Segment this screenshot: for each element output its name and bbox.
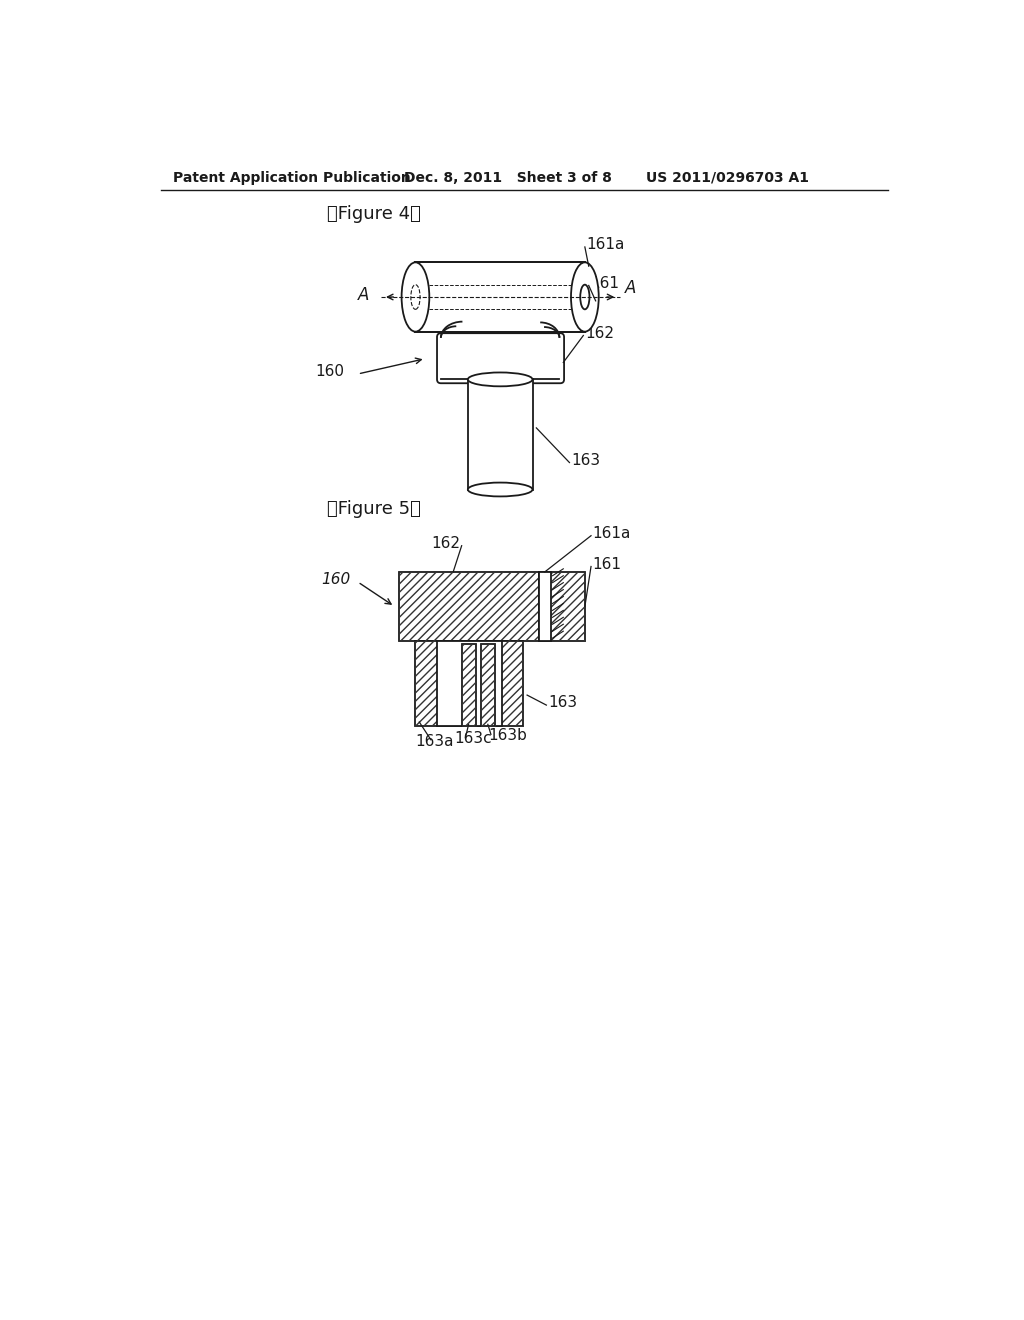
Text: 163: 163 bbox=[548, 696, 578, 710]
Text: 161a: 161a bbox=[587, 238, 625, 252]
Text: A: A bbox=[357, 286, 369, 305]
Bar bbox=[462, 644, 475, 726]
Bar bbox=[468, 379, 532, 490]
Bar bbox=[416, 642, 523, 726]
Bar bbox=[539, 572, 551, 642]
Text: 【Figure 5】: 【Figure 5】 bbox=[327, 500, 421, 517]
Text: 163b: 163b bbox=[488, 729, 527, 743]
Text: 163a: 163a bbox=[416, 734, 454, 748]
Bar bbox=[398, 572, 539, 642]
Text: Patent Application Publication: Patent Application Publication bbox=[173, 170, 411, 185]
Ellipse shape bbox=[468, 483, 532, 496]
FancyBboxPatch shape bbox=[437, 333, 564, 383]
Text: 163c: 163c bbox=[454, 731, 492, 747]
Bar bbox=[398, 572, 539, 642]
Text: Dec. 8, 2011   Sheet 3 of 8: Dec. 8, 2011 Sheet 3 of 8 bbox=[403, 170, 611, 185]
Text: A: A bbox=[626, 279, 637, 297]
Text: 161a: 161a bbox=[593, 525, 631, 541]
Text: 161: 161 bbox=[593, 557, 622, 572]
Ellipse shape bbox=[411, 285, 420, 309]
Ellipse shape bbox=[571, 263, 599, 331]
Bar bbox=[416, 642, 523, 726]
Bar bbox=[481, 644, 495, 726]
Bar bbox=[539, 572, 585, 642]
Bar bbox=[481, 644, 495, 726]
Text: 160: 160 bbox=[315, 364, 344, 379]
Text: 162: 162 bbox=[431, 536, 460, 550]
Text: 163: 163 bbox=[571, 453, 600, 467]
Bar bbox=[462, 644, 475, 726]
Ellipse shape bbox=[401, 263, 429, 331]
Text: 161: 161 bbox=[590, 276, 620, 290]
Text: US 2011/0296703 A1: US 2011/0296703 A1 bbox=[646, 170, 809, 185]
Text: 【Figure 4】: 【Figure 4】 bbox=[327, 205, 421, 223]
Bar bbox=[437, 642, 502, 726]
Ellipse shape bbox=[581, 285, 590, 309]
Text: 162: 162 bbox=[585, 326, 613, 341]
Bar bbox=[539, 572, 585, 642]
Text: 160: 160 bbox=[322, 572, 351, 587]
Ellipse shape bbox=[468, 372, 532, 387]
Bar bbox=[416, 263, 585, 331]
